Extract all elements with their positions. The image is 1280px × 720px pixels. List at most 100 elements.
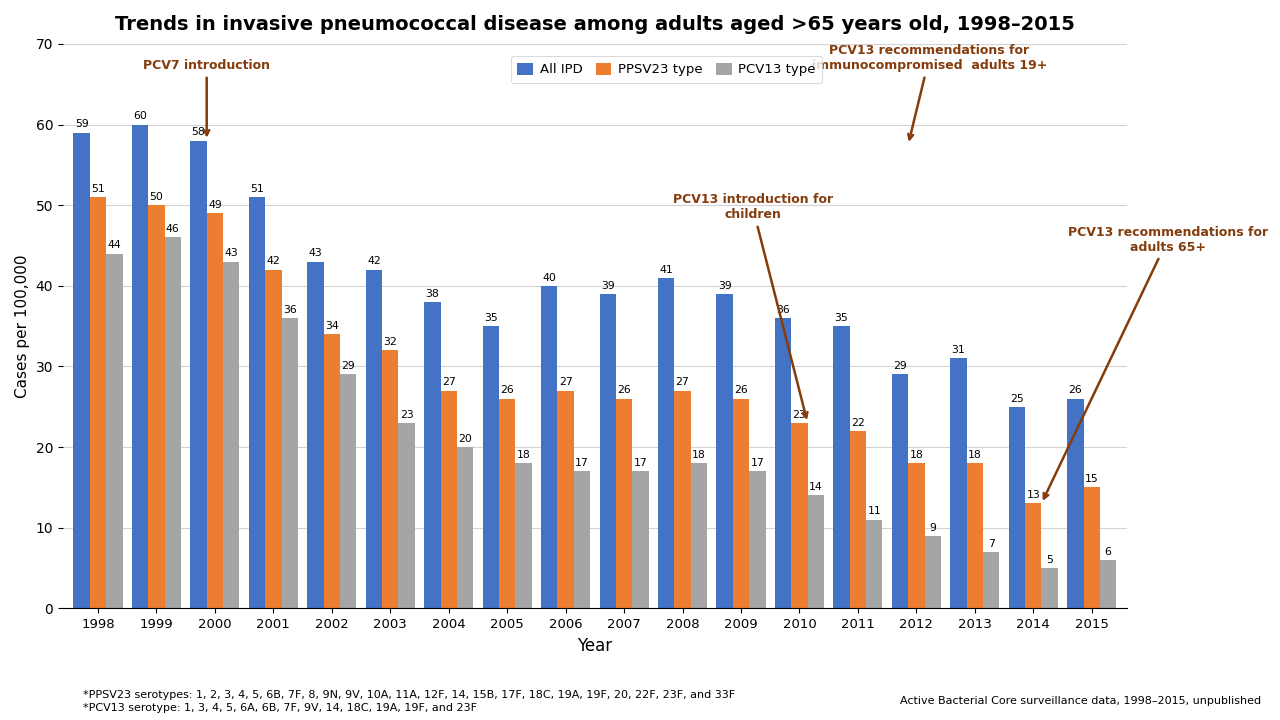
Text: 46: 46 (166, 224, 179, 234)
Text: 39: 39 (600, 281, 614, 291)
Text: 27: 27 (676, 377, 690, 387)
Text: 43: 43 (308, 248, 323, 258)
Bar (307, 261, 324, 608)
Bar (206, 213, 223, 608)
Text: 23: 23 (792, 410, 806, 420)
Bar (541, 286, 557, 608)
Bar (658, 278, 675, 608)
Bar (616, 399, 632, 608)
Text: 42: 42 (266, 256, 280, 266)
Text: 22: 22 (851, 418, 865, 428)
Bar (1068, 399, 1084, 608)
Bar (850, 431, 867, 608)
Bar (833, 326, 850, 608)
Bar (106, 253, 123, 608)
Bar (148, 205, 165, 608)
Bar (499, 399, 516, 608)
Text: 58: 58 (192, 127, 205, 138)
Bar (324, 334, 340, 608)
Text: 18: 18 (968, 450, 982, 460)
Text: 32: 32 (384, 337, 397, 347)
Text: 36: 36 (283, 305, 297, 315)
Bar (132, 125, 148, 608)
Text: 25: 25 (1010, 394, 1024, 403)
Text: 17: 17 (634, 458, 648, 468)
Text: 18: 18 (910, 450, 923, 460)
Bar (950, 359, 966, 608)
Text: 43: 43 (224, 248, 238, 258)
Text: 35: 35 (484, 313, 498, 323)
Bar (398, 423, 415, 608)
Text: 23: 23 (399, 410, 413, 420)
Text: 20: 20 (458, 434, 472, 444)
Text: 31: 31 (951, 345, 965, 355)
Bar (909, 463, 924, 608)
Text: 60: 60 (133, 112, 147, 121)
Bar (599, 294, 616, 608)
Bar (340, 374, 356, 608)
Bar (983, 552, 1000, 608)
Text: PCV7 introduction: PCV7 introduction (143, 59, 270, 135)
Text: 5: 5 (1046, 555, 1053, 564)
Bar (1009, 407, 1025, 608)
Text: 9: 9 (929, 523, 936, 533)
Text: 50: 50 (150, 192, 164, 202)
Text: 26: 26 (500, 385, 515, 395)
Bar (457, 447, 474, 608)
Bar (691, 463, 707, 608)
Text: 51: 51 (91, 184, 105, 194)
Text: *PPSV23 serotypes: 1, 2, 3, 4, 5, 6B, 7F, 8, 9N, 9V, 10A, 11A, 12F, 14, 15B, 17F: *PPSV23 serotypes: 1, 2, 3, 4, 5, 6B, 7F… (83, 690, 735, 700)
Bar (675, 391, 691, 608)
Bar (732, 399, 749, 608)
Bar (632, 472, 649, 608)
Text: 14: 14 (809, 482, 823, 492)
Text: 18: 18 (692, 450, 705, 460)
Bar (90, 197, 106, 608)
Text: 29: 29 (893, 361, 906, 372)
Bar (73, 132, 90, 608)
Bar (440, 391, 457, 608)
Text: 49: 49 (209, 200, 221, 210)
Bar (381, 351, 398, 608)
Bar (924, 536, 941, 608)
Bar (966, 463, 983, 608)
Text: 17: 17 (575, 458, 589, 468)
Bar (265, 270, 282, 608)
Text: 38: 38 (425, 289, 439, 299)
Text: 27: 27 (442, 377, 456, 387)
Bar (248, 197, 265, 608)
Text: 6: 6 (1105, 546, 1111, 557)
Text: 11: 11 (868, 506, 881, 516)
Text: 42: 42 (367, 256, 380, 266)
Text: *PCV13 serotype: 1, 3, 4, 5, 6A, 6B, 7F, 9V, 14, 18C, 19A, 19F, and 23F: *PCV13 serotype: 1, 3, 4, 5, 6A, 6B, 7F,… (83, 703, 477, 713)
Text: 26: 26 (735, 385, 748, 395)
Text: 15: 15 (1085, 474, 1098, 484)
Text: 18: 18 (517, 450, 530, 460)
Bar (867, 520, 882, 608)
Text: 44: 44 (108, 240, 122, 251)
Bar (808, 495, 824, 608)
Text: 34: 34 (325, 321, 339, 331)
Text: PCV13 introduction for
children: PCV13 introduction for children (672, 193, 833, 418)
Text: 36: 36 (776, 305, 790, 315)
Bar (1042, 568, 1057, 608)
Text: 26: 26 (617, 385, 631, 395)
Bar (282, 318, 298, 608)
Bar (1100, 560, 1116, 608)
Text: PCV13 recommendations for
adults 65+: PCV13 recommendations for adults 65+ (1043, 225, 1267, 498)
Text: Active Bacterial Core surveillance data, 1998–2015, unpublished: Active Bacterial Core surveillance data,… (900, 696, 1261, 706)
Bar (774, 318, 791, 608)
Bar (223, 261, 239, 608)
Text: 29: 29 (342, 361, 355, 372)
Text: 7: 7 (988, 539, 995, 549)
Text: 13: 13 (1027, 490, 1041, 500)
Bar (191, 140, 206, 608)
Bar (557, 391, 573, 608)
Legend: All IPD, PPSV23 type, PCV13 type: All IPD, PPSV23 type, PCV13 type (511, 56, 822, 83)
Y-axis label: Cases per 100,000: Cases per 100,000 (15, 254, 29, 398)
Bar (424, 302, 440, 608)
Bar (165, 238, 180, 608)
X-axis label: Year: Year (577, 636, 612, 654)
Bar (516, 463, 531, 608)
Bar (791, 423, 808, 608)
